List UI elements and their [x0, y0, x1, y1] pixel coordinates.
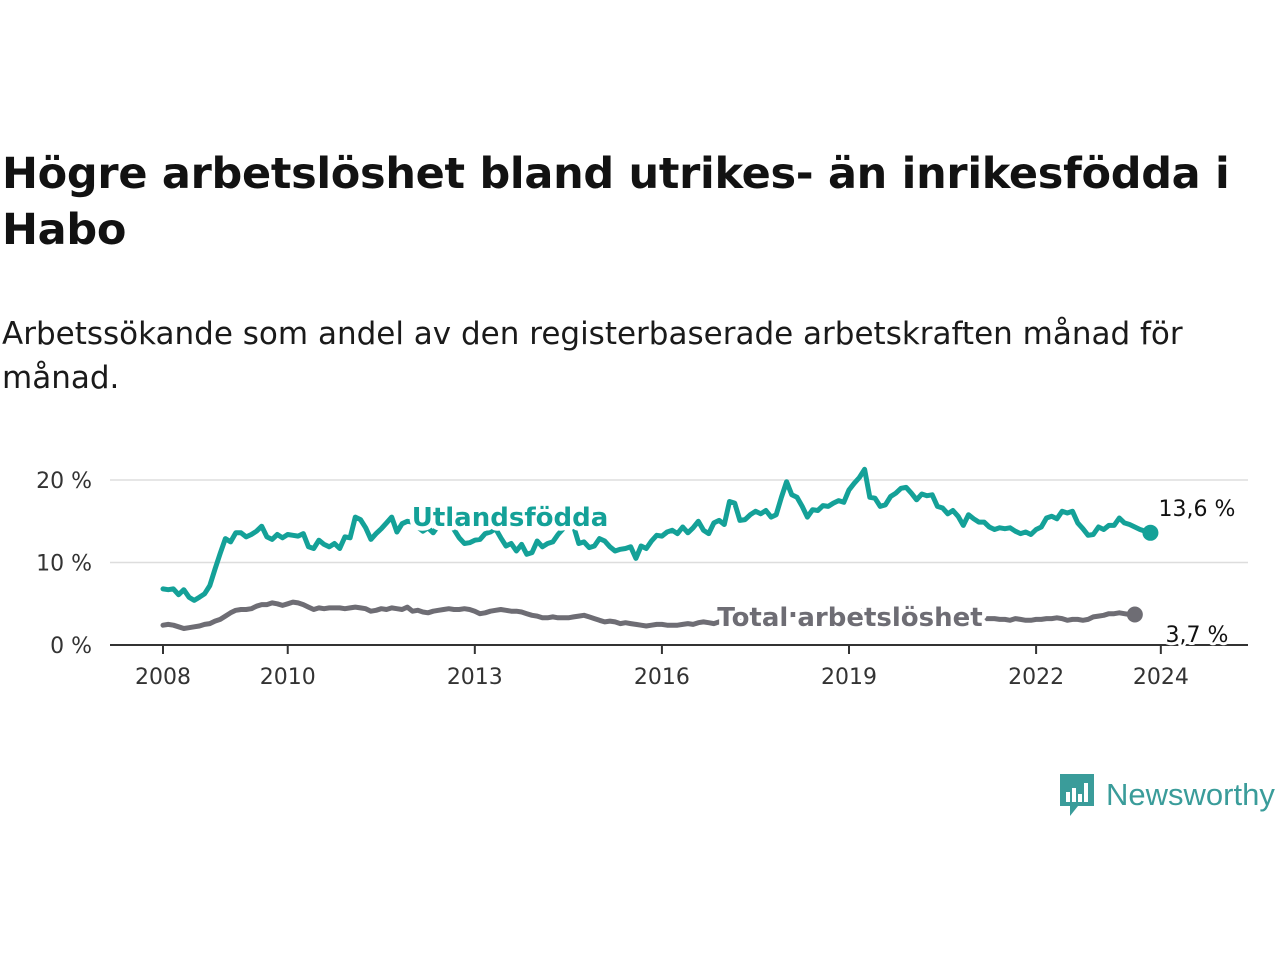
end-label-utlandsfodda: 13,6 %	[1159, 497, 1236, 522]
y-tick-label: 0 %	[50, 634, 92, 659]
series-lines	[160, 466, 1159, 631]
series-line-total-arbetsloshet	[160, 599, 1138, 631]
x-tick-label: 2022	[1008, 665, 1064, 690]
series-label-total-arbetsloshet: Total arbetslöshet	[717, 603, 982, 633]
end-point-utlandsfodda	[1142, 524, 1159, 541]
x-tick-label: 2019	[821, 665, 877, 690]
chart-subtitle: Arbetssökande som andel av den registerb…	[2, 316, 1183, 396]
x-axis: 2008 2010 2013 2016 2019 2022 2024	[110, 644, 1248, 690]
end-point-total-arbetsloshet	[1126, 606, 1143, 623]
x-tick-label: 2010	[260, 665, 316, 690]
y-tick-label: 20 %	[36, 469, 92, 494]
x-tick-label: 2008	[135, 665, 191, 690]
x-tick-label: 2016	[634, 665, 690, 690]
series-labels: Utlandsfödda Total arbetslöshet 13,6 % 3,7 …	[407, 494, 1238, 651]
x-tick-label: 2024	[1133, 665, 1189, 690]
series-label-utlandsfodda: Utlandsfödda	[412, 503, 609, 533]
y-tick-label: 10 %	[36, 552, 92, 577]
newsworthy-logo-text: Newsworthy	[1106, 777, 1275, 812]
end-label-total-arbetsloshet: 3,7 %	[1166, 623, 1229, 648]
line-chart: 0 % 10 % 20 % 2008 2010 2013 2016 2019 2022 2024…	[36, 466, 1248, 690]
newsworthy-logo: Newsworthy	[1058, 772, 1275, 818]
gridlines	[110, 479, 1248, 564]
y-axis-ticks: 0 % 10 % 20 %	[36, 469, 92, 659]
chart-title: Högre arbetslöshet bland utrikes- än inr…	[2, 149, 1230, 255]
series-line-utlandsfodda	[160, 466, 1153, 603]
x-tick-label: 2013	[447, 665, 503, 690]
newsworthy-logo-icon	[1060, 774, 1094, 816]
